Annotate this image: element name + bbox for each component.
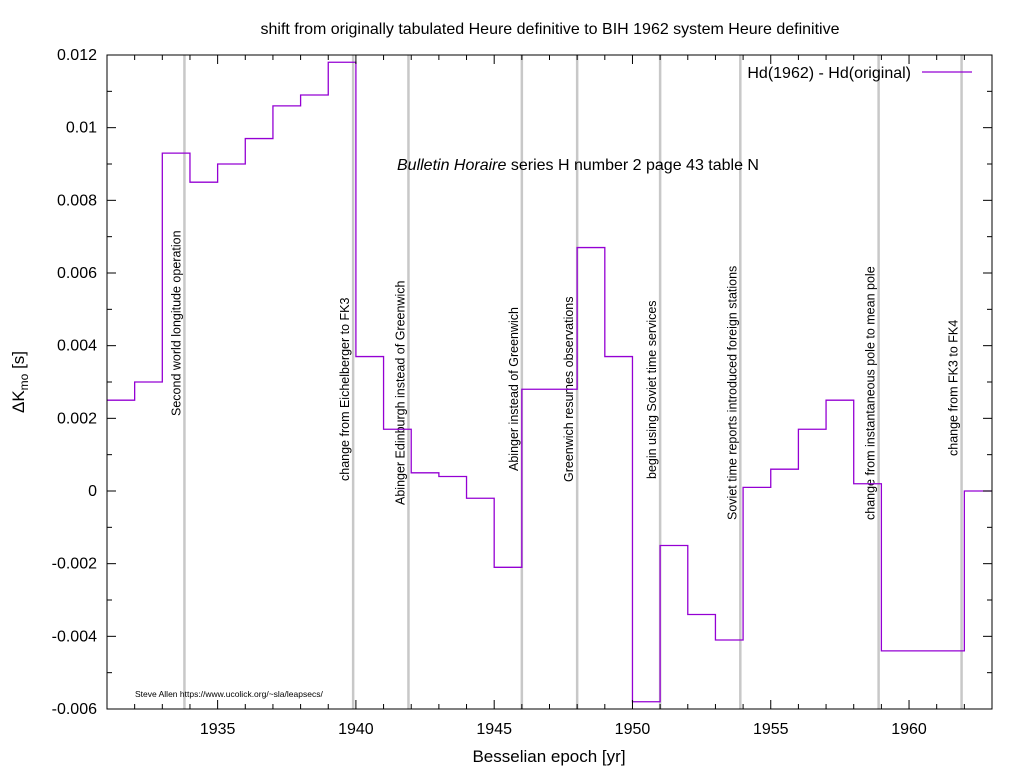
- y-tick-label: 0.012: [57, 47, 97, 64]
- x-tick-label: 1950: [615, 721, 651, 738]
- y-axis-title: ΔKmo [s]: [9, 351, 31, 413]
- y-tick-label: 0.006: [57, 265, 97, 282]
- y-tick-label: 0: [88, 483, 97, 500]
- y-tick-label: 0.01: [66, 120, 97, 137]
- y-tick-label: 0.004: [57, 338, 97, 355]
- annotation: Bulletin Horaire series H number 2 page …: [397, 157, 759, 174]
- vertical-line-label-5: begin using Soviet time services: [645, 300, 659, 479]
- vertical-line-label-1: change from Eichelberger to FK3: [338, 298, 352, 481]
- vertical-line-label-3: Abinger instead of Greenwich: [507, 307, 521, 471]
- vertical-line-label-6: Soviet time reports introduced foreign s…: [725, 266, 739, 520]
- y-tick-label: -0.004: [52, 628, 97, 645]
- y-tick-label: 0.002: [57, 410, 97, 427]
- chart-title: shift from originally tabulated Heure de…: [261, 21, 840, 38]
- vertical-line-label-8: change from FK3 to FK4: [947, 320, 961, 456]
- vertical-line-label-0: Second world longitude operation: [169, 230, 183, 416]
- annotation-rest: series H number 2 page 43 table N: [506, 157, 759, 174]
- data-series-line: [107, 61, 992, 703]
- legend-label: Hd(1962) - Hd(original): [747, 65, 911, 82]
- y-tick-label: -0.002: [52, 556, 97, 573]
- credit-text: Steve Allen https://www.ucolick.org/~sla…: [135, 689, 323, 699]
- x-axis-title: Besselian epoch [yr]: [472, 747, 625, 766]
- vertical-line-label-7: change from instantaneous pole to mean p…: [864, 266, 878, 520]
- y-tick-label: 0.008: [57, 192, 97, 209]
- plot-frame: [106, 54, 993, 710]
- y-axis-ticks: -0.006 -0.004 -0.002 0 0.002 0.004 0.006 0.008 0…: [52, 47, 992, 718]
- legend: Hd(1962) - Hd(original): [747, 65, 972, 82]
- x-tick-label: 1960: [891, 721, 927, 738]
- y-axis-title-unit: [s]: [9, 351, 28, 374]
- y-tick-label: -0.006: [52, 701, 97, 718]
- x-axis-ticks: 1935 1940 1945 1950 1955 1960: [106, 55, 993, 738]
- annotation-italic: Bulletin Horaire: [397, 157, 506, 174]
- x-tick-label: 1940: [338, 721, 374, 738]
- y-axis-title-main: ΔK: [9, 390, 28, 413]
- x-tick-label: 1935: [200, 721, 236, 738]
- vertical-line-label-2: Abinger Edinburgh instead of Greenwich: [393, 281, 407, 505]
- x-tick-label: 1945: [476, 721, 512, 738]
- x-tick-label: 1955: [753, 721, 789, 738]
- vertical-event-labels: Second world longitude operation change f…: [169, 230, 960, 520]
- y-axis-title-sub: mo: [17, 373, 31, 390]
